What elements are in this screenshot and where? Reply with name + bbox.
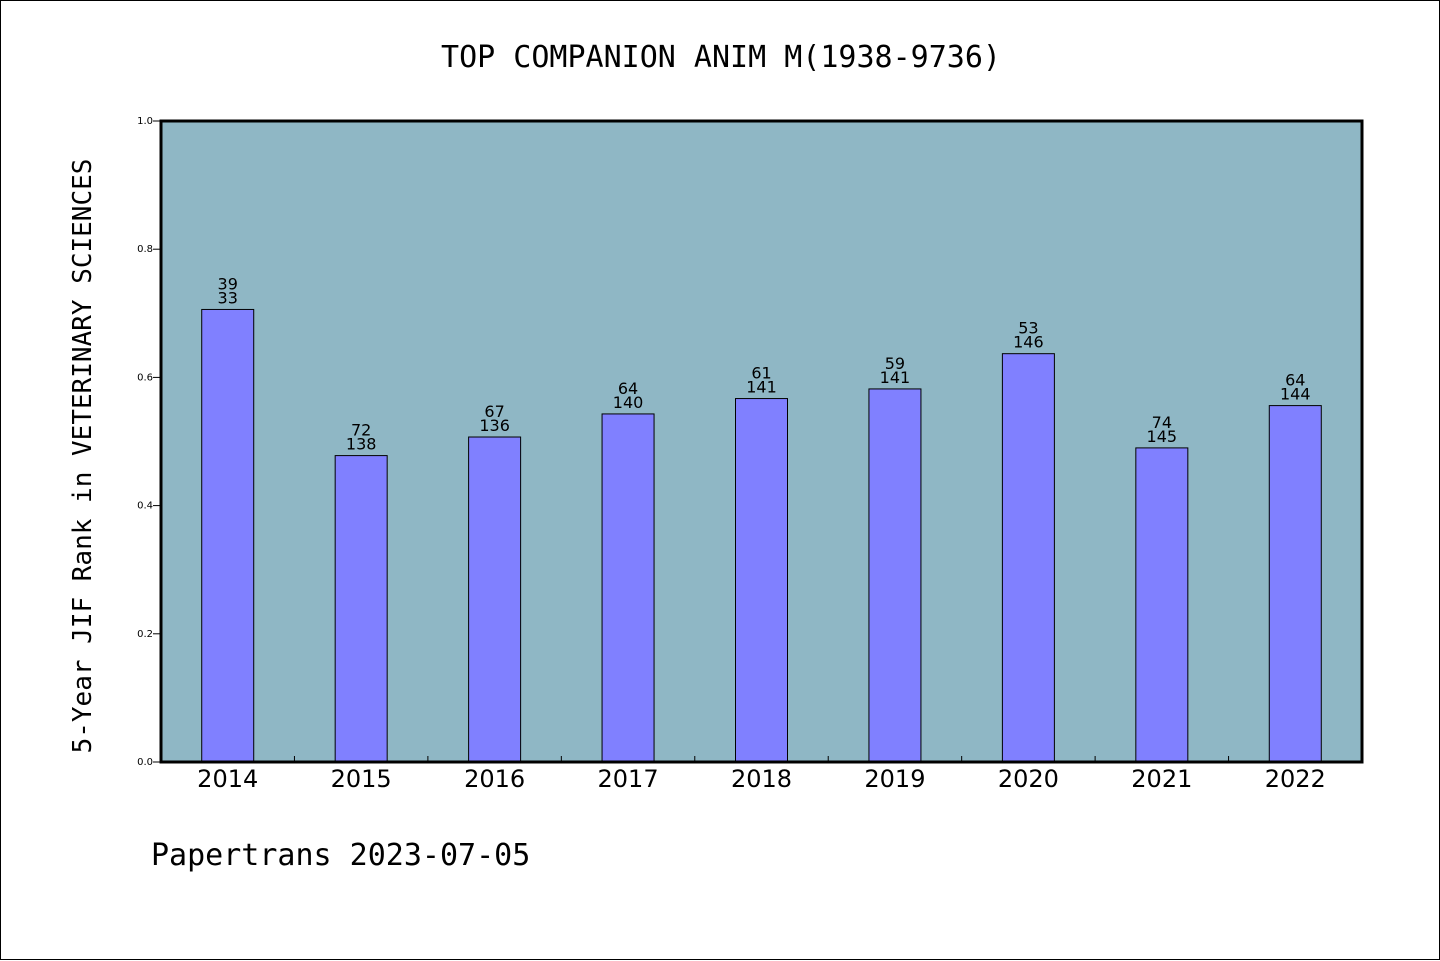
bar-rank-label: 39: [218, 274, 238, 293]
bar-2017: [601, 413, 655, 763]
x-tick-label: 2014: [197, 765, 258, 793]
bar-2019: [868, 388, 922, 763]
x-tick-label: 2015: [331, 765, 392, 793]
x-tick-label: 2019: [864, 765, 925, 793]
bar-rank-label: 61: [751, 364, 771, 383]
bar-total-label: 136: [479, 416, 510, 435]
bar-rank-label: 72: [351, 421, 371, 440]
y-tick-label: 0.2: [137, 629, 153, 640]
x-tick-label: 2016: [464, 765, 525, 793]
y-tick-label: 0.8: [137, 244, 153, 255]
chart-title: TOP COMPANION ANIM M(1938-9736): [441, 40, 1001, 75]
bar-total-label: 146: [1013, 333, 1044, 352]
x-tick-label: 2020: [998, 765, 1059, 793]
bar-labels: 3933201472138201567136201664140201761141…: [197, 274, 1326, 793]
bar-rank-label: 53: [1018, 319, 1038, 338]
footer-source: Papertrans 2023-07-05: [151, 838, 530, 873]
bar-total-label: 144: [1280, 385, 1311, 404]
bars: [201, 308, 1322, 763]
bar-total-label: 141: [880, 368, 911, 387]
bar-rank-label: 64: [1285, 371, 1305, 390]
bar-rank-label: 74: [1152, 413, 1172, 432]
bar-rank-label: 67: [484, 402, 504, 421]
y-axis-label: 5-Year JIF Rank in VETERINARY SCIENCES: [68, 159, 98, 754]
bar-total-label: 145: [1147, 427, 1178, 446]
bar-rank-label: 64: [618, 379, 638, 398]
bar-2015: [334, 455, 388, 763]
y-tick-label: 0.4: [137, 501, 153, 512]
y-tick-label: 0.6: [137, 372, 153, 383]
x-tick-label: 2018: [731, 765, 792, 793]
bar-total-label: 138: [346, 435, 377, 454]
bar-total-label: 140: [613, 393, 644, 412]
y-tick-label: 0.0: [137, 757, 153, 768]
x-tick-label: 2022: [1265, 765, 1326, 793]
bar-rank-label: 59: [885, 354, 905, 373]
x-tick-label: 2017: [598, 765, 659, 793]
bar-2016: [468, 436, 522, 763]
plot-border: [159, 119, 1364, 764]
bar-total-label: 33: [218, 288, 238, 307]
x-tick-label: 2021: [1131, 765, 1192, 793]
bar-2022: [1268, 405, 1322, 763]
y-tick-label: 1.0: [137, 116, 153, 127]
bar-2021: [1135, 447, 1189, 763]
bar-2018: [735, 398, 788, 763]
bar-2020: [1001, 353, 1055, 763]
bar-total-label: 141: [746, 378, 777, 397]
bar-2014: [201, 308, 255, 763]
